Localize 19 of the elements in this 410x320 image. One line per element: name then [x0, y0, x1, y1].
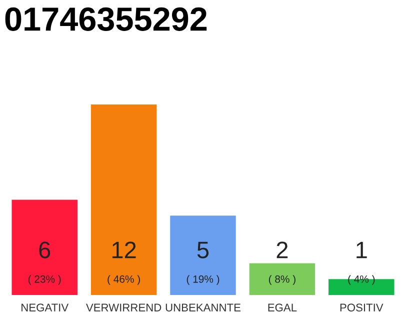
bar [12, 200, 78, 295]
x-tick-label: POSITIV [340, 304, 384, 312]
annotation: ( 19% ) [186, 275, 220, 285]
data-label: 5 [197, 242, 209, 258]
x-tick-label: NEGATIV [22, 304, 69, 312]
x-tick-label: UNBEKANNTE [166, 304, 240, 312]
annotation: ( 23% ) [28, 275, 61, 285]
data-label: 6 [39, 242, 50, 258]
bar [249, 263, 316, 295]
bar [170, 216, 236, 295]
data-label: 12 [112, 242, 136, 258]
chart-title: 01746355292 [5, 7, 207, 31]
bar [90, 104, 157, 295]
x-tick-label: EGAL [268, 304, 297, 312]
data-label: 2 [276, 242, 288, 258]
data-label: 1 [356, 242, 367, 258]
x-tick-label: VERWIRREND [86, 304, 162, 312]
annotation: ( 8% ) [268, 275, 296, 285]
annotation: ( 46% ) [108, 275, 140, 285]
